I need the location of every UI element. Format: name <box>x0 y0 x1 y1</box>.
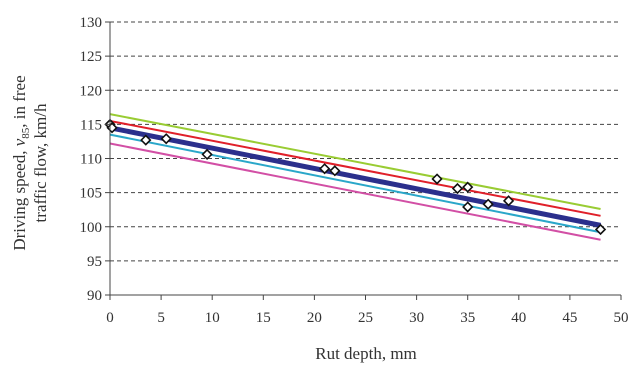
data-point <box>329 165 341 177</box>
y-axis-title-line-2: traffic flow, km/h <box>31 103 50 222</box>
y-tick-label: 100 <box>80 220 103 236</box>
data-point <box>160 133 172 145</box>
data-point <box>201 148 213 161</box>
y-tick-label: 90 <box>87 288 102 304</box>
trend-lines <box>109 113 602 241</box>
grid-lines <box>110 21 621 262</box>
y-tick-label: 115 <box>80 117 102 133</box>
data-point <box>482 198 494 210</box>
axes <box>105 21 622 300</box>
trend-line <box>109 125 602 228</box>
x-tick-label: 5 <box>157 310 165 326</box>
x-tick-label: 45 <box>562 310 577 326</box>
data-point <box>140 134 152 146</box>
y-tick-labels: 90 95 100 105 110 115 120 125 130 <box>80 15 103 304</box>
x-tick-label: 0 <box>106 310 114 326</box>
x-tick-labels: 0 5 10 15 20 25 30 35 40 45 50 <box>106 310 628 326</box>
x-tick-label: 40 <box>511 310 526 326</box>
y-tick-label: 105 <box>80 186 103 202</box>
y-tick-label: 120 <box>80 83 103 99</box>
y-axis-title-line-1: Driving speed, v85, in free <box>10 75 32 250</box>
trend-line <box>109 113 601 210</box>
x-tick-label: 35 <box>460 310 475 326</box>
data-point <box>431 173 443 185</box>
x-tick-label: 20 <box>307 310 322 326</box>
x-axis-title: Rut depth, mm <box>315 344 417 363</box>
trend-line <box>109 119 601 217</box>
x-tick-label: 50 <box>614 310 629 326</box>
data-point <box>462 201 474 213</box>
data-point <box>451 182 464 195</box>
y-tick-label: 125 <box>80 49 103 65</box>
trend-line <box>109 142 601 241</box>
data-point <box>462 181 474 193</box>
y-tick-label: 130 <box>80 15 103 31</box>
y-tick-label: 95 <box>87 254 102 270</box>
data-point <box>318 163 331 175</box>
y-tick-label: 110 <box>80 152 102 168</box>
data-points <box>104 118 607 236</box>
data-point <box>594 223 607 236</box>
trend-line <box>109 133 601 234</box>
x-tick-label: 30 <box>409 310 424 326</box>
x-tick-label: 15 <box>256 310 271 326</box>
x-tick-label: 25 <box>358 310 373 326</box>
x-tick-label: 10 <box>205 310 220 326</box>
data-point <box>502 195 515 207</box>
